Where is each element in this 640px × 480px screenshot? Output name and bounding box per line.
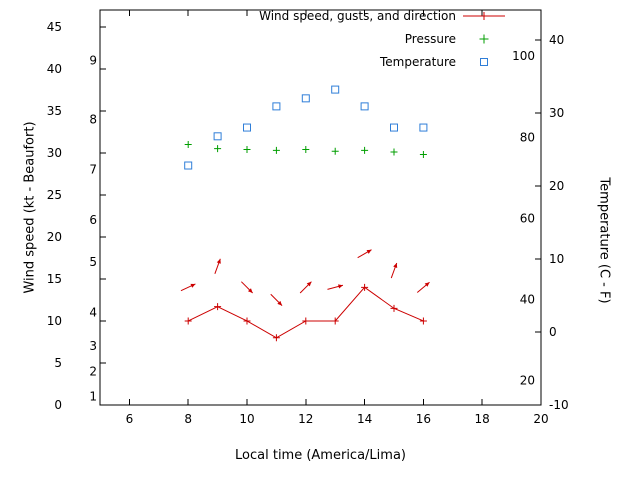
wind-speed-marker <box>419 317 427 325</box>
beaufort-label: 5 <box>89 255 97 269</box>
celsius-tick-label: 20 <box>549 179 564 193</box>
gust-arrow-head <box>306 281 312 287</box>
beaufort-label: 2 <box>89 364 97 378</box>
fahrenheit-label: 80 <box>520 130 535 144</box>
gust-arrow-head <box>216 258 221 264</box>
fahrenheit-label: 20 <box>520 374 535 388</box>
fahrenheit-label: 100 <box>512 49 535 63</box>
beaufort-label: 7 <box>89 163 97 177</box>
series-pressure <box>184 140 427 159</box>
wind-speed-marker <box>184 317 192 325</box>
gust-arrow-head <box>247 288 253 293</box>
x-tick-label: 14 <box>357 412 372 426</box>
legend-item-pressure: Pressure <box>405 27 506 50</box>
pressure-marker <box>272 146 280 154</box>
celsius-tick-label: 30 <box>549 106 564 120</box>
plot-border <box>99 9 542 406</box>
left-axis-title: Wind speed (kt - Beaufort) <box>22 121 38 294</box>
x-tick-label: 12 <box>298 412 313 426</box>
wind-speed-marker <box>272 334 280 342</box>
beaufort-label: 3 <box>89 339 97 353</box>
temperature-marker <box>272 102 281 111</box>
beaufort-label: 6 <box>89 213 97 227</box>
pressure-plus-sample-icon <box>462 32 506 46</box>
wind-speed-marker <box>243 317 251 325</box>
gust-arrow-head <box>366 249 372 254</box>
x-axis-title: Local time (America/Lima) <box>235 448 406 463</box>
right-axis-title: Temperature (C - F) <box>596 177 612 304</box>
axes: 6 8 10 12 14 16 18 2005101520253035404512345678… <box>47 10 569 426</box>
gust-arrow-head <box>190 283 196 288</box>
kt-tick-label: 10 <box>47 314 62 328</box>
kt-tick-label: 0 <box>54 398 62 412</box>
gust-arrow-head <box>277 300 283 306</box>
x-tick-label: 10 <box>239 412 254 426</box>
temperature-marker <box>390 123 398 132</box>
x-tick-label: 20 <box>533 412 548 426</box>
celsius-tick-label: 0 <box>549 325 557 339</box>
chart-legend: Wind speed, gusts, and direction Pressur… <box>0 4 506 73</box>
beaufort-label: 9 <box>89 53 97 67</box>
legend-label-wind: Wind speed, gusts, and direction <box>259 8 456 23</box>
beaufort-label: 8 <box>89 112 97 126</box>
kt-tick-label: 45 <box>47 20 62 34</box>
celsius-tick-label: 40 <box>549 33 564 47</box>
fahrenheit-label: 60 <box>520 211 535 225</box>
pressure-marker <box>184 140 192 148</box>
kt-tick-label: 25 <box>47 188 62 202</box>
kt-tick-label: 15 <box>47 272 62 286</box>
wind-speed-marker <box>361 283 369 291</box>
kt-tick-label: 35 <box>47 104 62 118</box>
fahrenheit-label: 40 <box>520 293 535 307</box>
wind-speed-marker <box>214 303 222 311</box>
beaufort-label: 1 <box>89 390 97 404</box>
x-tick-label: 18 <box>475 412 490 426</box>
kt-tick-label: 40 <box>47 62 62 76</box>
temperature-marker <box>360 102 369 111</box>
wind-speed-marker <box>390 304 398 312</box>
kt-tick-label: 30 <box>47 146 62 160</box>
wind-speed-line <box>187 286 424 339</box>
pressure-marker <box>390 148 398 156</box>
beaufort-label: 4 <box>89 306 97 320</box>
gust-arrow-head <box>338 284 343 289</box>
kt-tick-label: 20 <box>47 230 62 244</box>
temperature-marker <box>243 123 251 132</box>
temperature-square-sample-icon <box>462 55 506 69</box>
kt-tick-label: 5 <box>54 356 62 370</box>
x-tick-label: 6 <box>126 412 134 426</box>
series-wind-gusts <box>180 249 430 306</box>
temperature-marker <box>331 85 340 94</box>
temperature-marker <box>184 161 193 170</box>
temperature-marker <box>301 94 310 103</box>
temperature-marker <box>419 123 428 132</box>
pressure-marker <box>302 146 310 154</box>
pressure-marker <box>214 145 222 153</box>
celsius-tick-label: -10 <box>549 398 569 412</box>
pressure-marker <box>331 147 339 155</box>
pressure-marker <box>243 146 251 154</box>
temperature-marker <box>213 132 222 141</box>
series-wind-speed <box>184 283 427 342</box>
celsius-tick-label: 10 <box>549 252 564 266</box>
legend-label-pressure: Pressure <box>404 31 456 46</box>
wind-speed-marker <box>302 317 310 325</box>
series-temperature <box>184 85 428 170</box>
pressure-marker <box>361 146 369 154</box>
pressure-marker <box>419 151 427 159</box>
gust-arrow-head <box>393 263 398 268</box>
x-tick-label: 8 <box>184 412 192 426</box>
legend-item-temperature: Temperature <box>380 50 506 73</box>
gust-arrow-head <box>424 282 430 287</box>
wind-speed-marker <box>331 317 339 325</box>
legend-item-wind: Wind speed, gusts, and direction <box>259 4 506 27</box>
wind-line-plus-sample-icon <box>462 9 506 23</box>
x-tick-label: 16 <box>416 412 431 426</box>
legend-label-temperature: Temperature <box>379 54 456 69</box>
